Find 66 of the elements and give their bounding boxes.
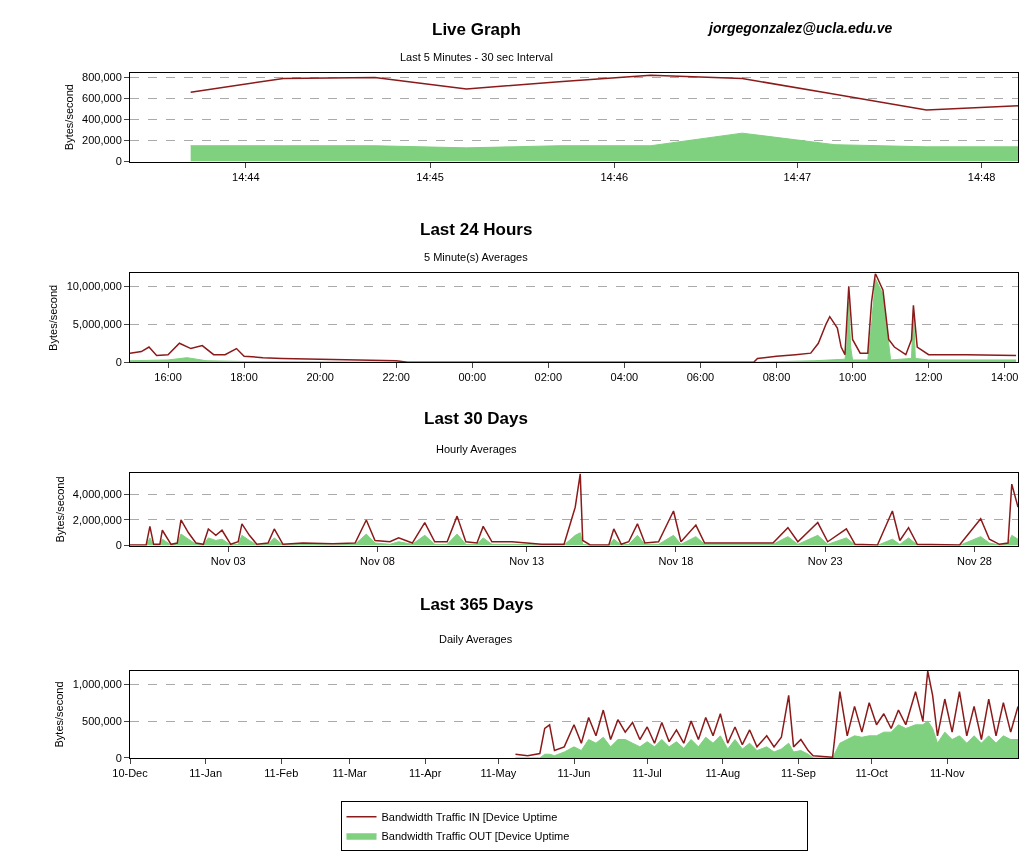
x-tick-label: Nov 18 xyxy=(658,554,694,567)
chart-subtitle: Daily Averages xyxy=(439,633,513,645)
legend-label: Bandwidth Traffic IN [Device Uptime xyxy=(381,811,558,824)
y-tick-label: 5,000,000 xyxy=(72,318,122,331)
chart-title: Last 24 Hours xyxy=(420,220,533,239)
y-tick-label: 400,000 xyxy=(82,113,122,126)
x-tick-label: Nov 08 xyxy=(360,554,395,567)
x-tick-label: 02:00 xyxy=(534,371,563,384)
line-series xyxy=(514,671,1018,758)
x-tick-label: Nov 13 xyxy=(509,554,545,567)
x-tick-label: 11-Jul xyxy=(632,767,662,780)
x-tick-label: 04:00 xyxy=(610,371,639,384)
x-tick-label: 14:48 xyxy=(967,170,996,183)
x-tick-label: 11-Feb xyxy=(264,767,299,780)
chart-subtitle: Hourly Averages xyxy=(436,443,518,455)
y-tick-label: 0 xyxy=(115,155,122,168)
x-tick-label: 20:00 xyxy=(306,371,334,384)
y-tick-label: 4,000,000 xyxy=(72,488,122,501)
x-tick-label: 14:45 xyxy=(416,170,444,183)
x-tick-label: Nov 03 xyxy=(210,554,246,567)
x-tick-label: 12:00 xyxy=(914,371,943,384)
y-tick-label: 0 xyxy=(115,751,122,764)
y-axis-title: Bytes/second xyxy=(62,84,75,151)
y-tick-label: 0 xyxy=(115,356,122,369)
x-tick-label: 11-Jan xyxy=(189,767,223,780)
y-tick-label: 200,000 xyxy=(82,134,122,147)
x-tick-label: 06:00 xyxy=(686,371,715,384)
x-tick-label: 14:47 xyxy=(783,170,812,183)
x-tick-label: 14:44 xyxy=(232,170,260,183)
chart-title: Live Graph xyxy=(432,20,521,39)
x-tick-label: 11-Mar xyxy=(332,767,367,780)
y-axis-title: Bytes/second xyxy=(53,476,66,543)
x-tick-label: 10:00 xyxy=(838,371,867,384)
x-tick-label: Nov 23 xyxy=(807,554,843,567)
x-tick-label: 14:00 xyxy=(990,371,1019,384)
x-tick-label: 11-Aug xyxy=(705,767,741,780)
y-axis-title: Bytes/second xyxy=(47,284,60,351)
x-tick-label: 10-Dec xyxy=(112,767,149,780)
x-tick-label: 11-May xyxy=(480,767,517,780)
x-tick-label: 16:00 xyxy=(154,371,182,384)
y-tick-label: 0 xyxy=(115,539,122,552)
x-tick-label: Nov 28 xyxy=(957,554,992,567)
y-tick-label: 2,000,000 xyxy=(72,513,122,526)
x-tick-label: 11-Jun xyxy=(557,767,591,780)
x-tick-label: 08:00 xyxy=(762,371,791,384)
y-tick-label: 10,000,000 xyxy=(66,280,122,293)
y-axis-title: Bytes/second xyxy=(53,681,66,748)
chart-title: Last 30 Days xyxy=(424,409,528,428)
x-tick-label: 11-Sep xyxy=(781,767,816,780)
y-tick-label: 500,000 xyxy=(82,714,122,727)
line-series xyxy=(189,74,1018,111)
chart-title: Last 365 Days xyxy=(420,595,534,614)
legend-label: Bandwidth Traffic OUT [Device Uptime xyxy=(381,830,570,843)
y-tick-label: 600,000 xyxy=(82,92,122,105)
y-tick-label: 1,000,000 xyxy=(72,678,122,691)
chart-subtitle: Last 5 Minutes - 30 sec Interval xyxy=(400,51,553,63)
text: jorgegonzalez@ucla.edu.ve xyxy=(707,20,893,36)
x-tick-label: 18:00 xyxy=(230,371,258,384)
x-tick-label: 00:00 xyxy=(458,371,487,384)
x-tick-label: 11-Oct xyxy=(855,767,888,780)
x-tick-label: 11-Nov xyxy=(929,767,966,780)
y-tick-label: 800,000 xyxy=(82,71,122,84)
x-tick-label: 14:46 xyxy=(600,170,629,183)
chart-subtitle: 5 Minute(s) Averages xyxy=(424,251,529,263)
x-tick-label: 22:00 xyxy=(382,371,410,384)
x-tick-label: 11-Apr xyxy=(409,767,442,780)
